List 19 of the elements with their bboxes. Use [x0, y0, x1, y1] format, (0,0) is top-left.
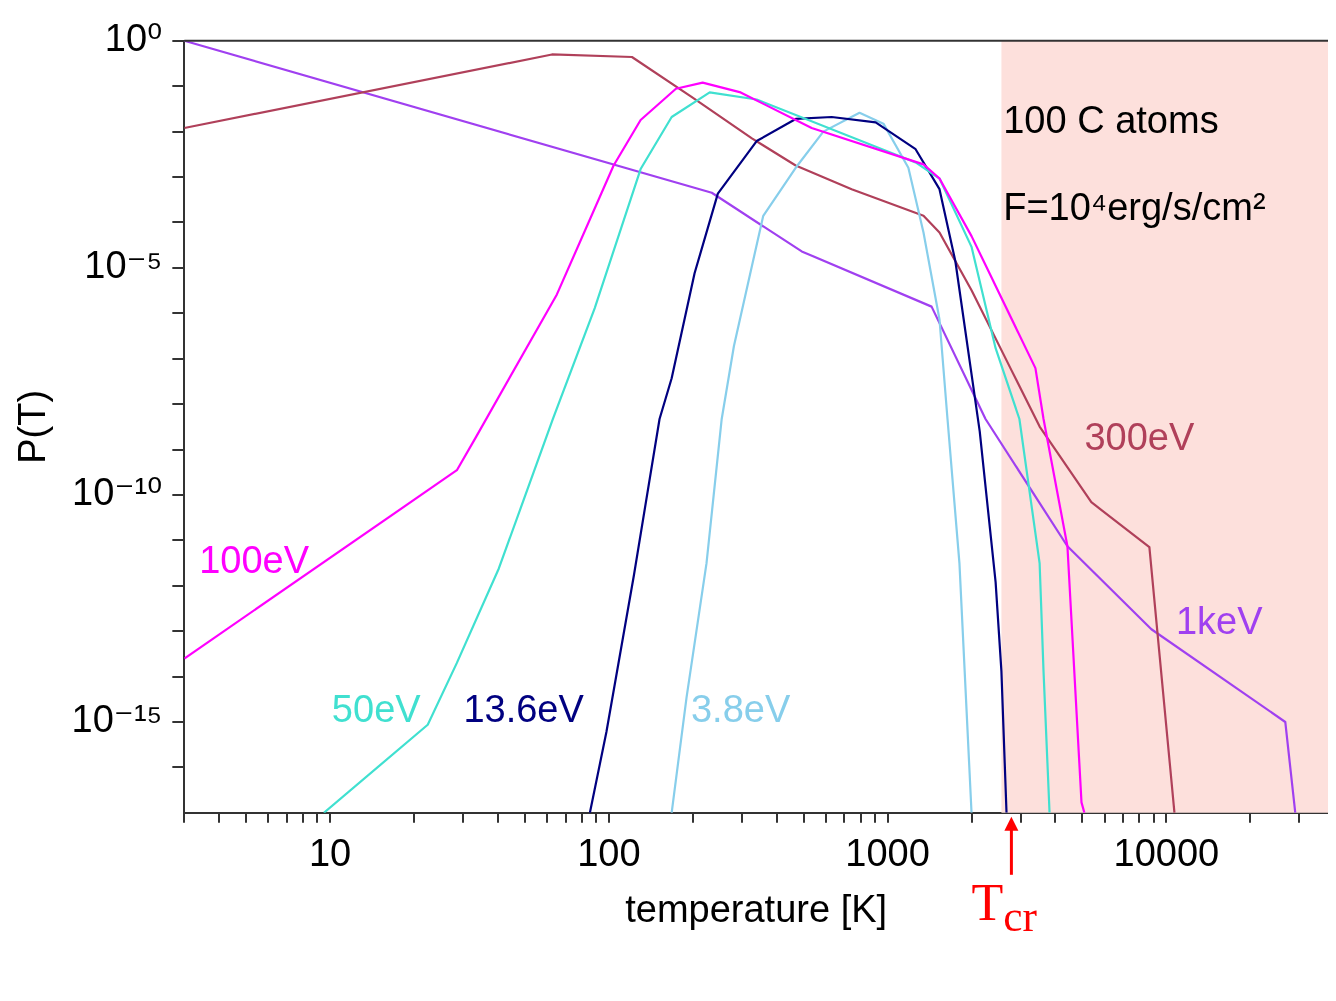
series-label: 1keV: [1175, 599, 1264, 642]
series-label: 3.8eV: [690, 687, 791, 730]
y-tick-label: 10⁻¹⁰: [72, 471, 163, 514]
x-tick-label: 10000: [1113, 832, 1220, 875]
x-axis-title: temperature [K]: [625, 887, 888, 930]
series-label: 13.6eV: [463, 687, 585, 730]
series-label: 300eV: [1084, 415, 1195, 458]
annotation: F=10⁴erg/s/cm²: [1003, 185, 1266, 228]
y-axis-title: P(T): [11, 389, 54, 464]
x-tick-label: 1000: [845, 832, 930, 875]
y-tick-label: 10⁰: [104, 17, 163, 60]
series-label: 100eV: [199, 538, 310, 581]
y-tick-label: 10⁻¹⁵: [71, 698, 163, 741]
annotation: 100 C atoms: [1003, 99, 1219, 142]
x-tick-label: 10: [308, 832, 352, 875]
x-tick-label: 100: [577, 832, 641, 875]
y-tick-label: 10⁻⁵: [84, 244, 163, 287]
series-label: 50eV: [331, 687, 422, 730]
annotation: T$_{cr}$: [971, 873, 1037, 941]
